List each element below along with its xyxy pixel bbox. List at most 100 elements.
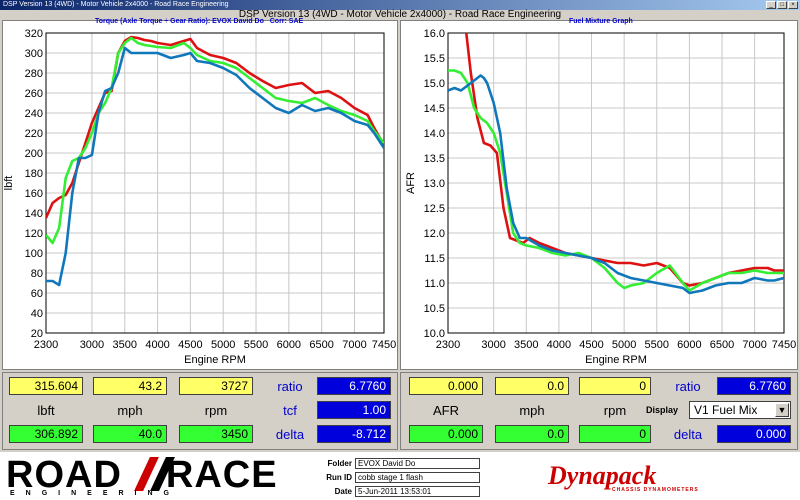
afr-x-tick-label: 7000 [742, 339, 766, 351]
afr-compare-value: 0.000 [409, 425, 483, 443]
lbft-current-value: 315.604 [9, 377, 83, 395]
afr-series-line-1 [465, 33, 784, 287]
afr-y-tick-label: 13.5 [424, 153, 445, 165]
afr-rpm-current-value: 0 [579, 377, 651, 395]
afr-delta-value: 0.000 [717, 425, 791, 443]
window-controls: _ □ × [766, 1, 798, 9]
torque-x-tick-label: 4000 [145, 339, 169, 351]
minimize-icon[interactable]: _ [766, 1, 776, 9]
afr-chart-panel: Fuel Mixture Graph 10.0 10.5 11.0 11.5 12.0 1… [400, 18, 798, 370]
afr-y-tick-label: 15.0 [424, 78, 445, 90]
main-title: DSP Version 13 (4WD - Motor Vehicle 2x40… [238, 9, 562, 20]
torque-x-axis-label: Engine RPM [184, 354, 246, 366]
torque-y-tick-label: 300 [25, 48, 43, 60]
dynapack-subtitle: CHASSIS DYNAMOMETERS [612, 487, 699, 493]
torque-chart: 20 40 60 80 100 120 140 160 180 200 220 240 260 280 30… [3, 28, 396, 366]
folder-value: EVOX David Do [355, 458, 480, 469]
torque-x-tick-label: 3500 [113, 339, 137, 351]
torque-y-tick-label: 280 [25, 68, 43, 80]
logo-subtitle: ENGINEERING [10, 490, 181, 497]
afr-rpm-compare-value: 0 [579, 425, 651, 443]
display-label: Display [645, 405, 678, 415]
tcf-value: 1.00 [317, 401, 391, 419]
close-icon[interactable]: × [788, 1, 798, 9]
afr-current-value: 0.000 [409, 377, 483, 395]
window-titlebar: DSP Version 13 (4WD) - Motor Vehicle 2x4… [0, 0, 800, 10]
afr-mph-compare-value: 0.0 [495, 425, 569, 443]
display-select[interactable]: V1 Fuel Mix ▼ [689, 401, 791, 419]
afr-y-tick-label: 16.0 [424, 28, 445, 40]
afr-x-tick-label: 4000 [547, 339, 571, 351]
afr-rpm-label: rpm [603, 403, 627, 418]
torque-x-tick-label: 4500 [178, 339, 202, 351]
torque-y-tick-label: 260 [25, 88, 43, 100]
afr-y-tick-label: 11.5 [424, 253, 445, 265]
afr-y-tick-label: 10.0 [424, 328, 445, 340]
road-race-logo: ROAD RACE [6, 454, 278, 496]
afr-ratio-value: 6.7760 [717, 377, 791, 395]
afr-y-tick-label: 14.5 [424, 103, 445, 115]
torque-y-tick-label: 120 [25, 228, 43, 240]
torque-x-tick-label: 6500 [309, 339, 333, 351]
lbft-compare-value: 306.892 [9, 425, 83, 443]
afr-y-tick-label: 12.5 [424, 203, 445, 215]
torque-y-tick-label: 160 [25, 188, 43, 200]
afr-y-tick-label: 15.5 [424, 53, 445, 65]
tcf-label: tcf [283, 403, 297, 418]
rpm-label: rpm [204, 403, 228, 418]
torque-y-tick-label: 140 [25, 208, 43, 220]
torque-series-line-3 [46, 46, 384, 287]
dynapack-logo: Dynapack [548, 461, 657, 490]
torque-corr-label: Corr: SAE [269, 18, 304, 25]
torque-x-tick-label: 7000 [342, 339, 366, 351]
torque-x-tick-label: 6000 [277, 339, 301, 351]
afr-x-tick-label: 6000 [677, 339, 701, 351]
afr-x-axis-label: Engine RPM [585, 354, 647, 366]
afr-readout-panel: 0.000 0.0 0 ratio 6.7760 AFR mph rpm Dis… [400, 372, 798, 450]
torque-x-tick-label: 5000 [211, 339, 235, 351]
torque-x-tick-label: 7450 [372, 339, 396, 351]
afr-chart: 10.0 10.5 11.0 11.5 12.0 12.5 13.0 13.5 14.0 14.5… [405, 28, 796, 366]
runid-value: cobb stage 1 flash [355, 472, 480, 483]
torque-y-tick-label: 40 [31, 308, 43, 320]
lbft-label: lbft [37, 403, 55, 418]
torque-readout-panel: 315.604 43.2 3727 ratio 6.7760 lbft mph … [2, 372, 398, 450]
torque-y-axis-label: lbft [3, 176, 15, 191]
afr-x-tick-label: 5000 [612, 339, 636, 351]
afr-ratio-label: ratio [675, 379, 701, 394]
date-label: Date [334, 487, 352, 496]
runid-label: Run ID [326, 473, 352, 482]
date-value: 5-Jun-2011 13:53:01 [355, 486, 480, 497]
afr-mph-label: mph [519, 403, 545, 418]
afr-x-tick-label: 2300 [436, 339, 460, 351]
torque-y-tick-label: 200 [25, 148, 43, 160]
torque-x-tick-label: 3000 [80, 339, 104, 351]
torque-series-line-1 [46, 35, 384, 219]
afr-label: AFR [433, 403, 459, 418]
afr-y-axis-label: AFR [405, 172, 417, 194]
torque-x-tick-label: 5500 [244, 339, 268, 351]
delta-value: -8.712 [317, 425, 391, 443]
maximize-icon[interactable]: □ [777, 1, 787, 9]
afr-chart-title: Fuel Mixture Graph [569, 18, 633, 25]
rpm-compare-value: 3450 [179, 425, 253, 443]
afr-delta-label: delta [673, 427, 703, 442]
afr-y-tick-label: 12.0 [424, 228, 445, 240]
torque-y-tick-label: 240 [25, 108, 43, 120]
chevron-down-icon[interactable]: ▼ [775, 403, 789, 417]
afr-x-tick-label: 3500 [514, 339, 538, 351]
afr-y-tick-label: 11.0 [424, 278, 445, 290]
torque-y-tick-label: 80 [31, 268, 43, 280]
afr-y-tick-label: 13.0 [424, 178, 445, 190]
afr-x-tick-label: 6500 [710, 339, 734, 351]
mph-current-value: 43.2 [93, 377, 167, 395]
afr-y-tick-label: 10.5 [424, 303, 445, 315]
ratio-label: ratio [277, 379, 303, 394]
torque-series-line-2 [46, 36, 384, 245]
torque-plot-frame [45, 32, 385, 334]
torque-y-tick-label: 320 [25, 28, 43, 40]
torque-y-tick-label: 60 [31, 288, 43, 300]
mph-compare-value: 40.0 [93, 425, 167, 443]
window-title: DSP Version 13 (4WD) - Motor Vehicle 2x4… [3, 1, 229, 8]
delta-label: delta [275, 427, 305, 442]
